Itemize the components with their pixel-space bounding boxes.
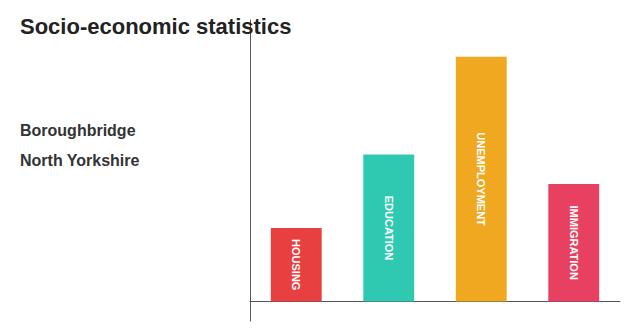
svg-text:EDUCATION: EDUCATION [383, 196, 395, 261]
svg-text:UNEMPLOYMENT: UNEMPLOYMENT [475, 132, 487, 226]
svg-text:Socio-economic statistics: Socio-economic statistics [20, 14, 291, 39]
svg-text:North Yorkshire: North Yorkshire [20, 152, 140, 169]
svg-text:HOUSING: HOUSING [290, 239, 302, 290]
svg-text:Boroughbridge: Boroughbridge [20, 122, 136, 139]
svg-text:IMMIGRATION: IMMIGRATION [568, 206, 580, 280]
